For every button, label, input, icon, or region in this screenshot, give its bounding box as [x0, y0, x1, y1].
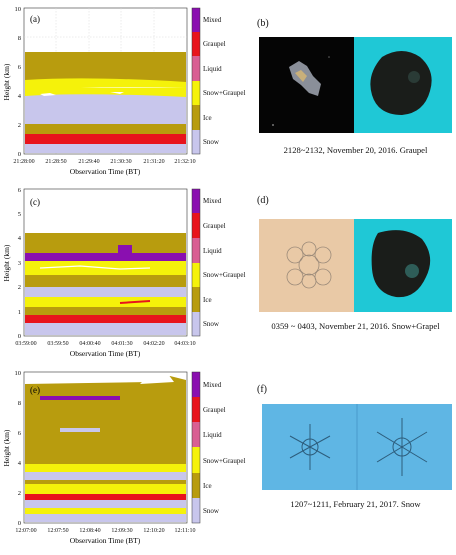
xtick: 03:59:50	[47, 341, 68, 347]
xtick: 21:30:30	[110, 159, 131, 165]
photo-caption: 2128~2132, November 20, 2016. Graupel	[283, 145, 428, 155]
y-axis-label: Height (km)	[2, 429, 11, 466]
legend-item: Mixed	[203, 16, 222, 24]
ytick: 6	[18, 430, 22, 437]
legend-item: Ice	[203, 296, 212, 304]
xtick: 12:10:20	[143, 528, 164, 534]
legend-item: Mixed	[203, 381, 222, 389]
ytick: 0	[18, 151, 21, 158]
xtick: 12:11:10	[174, 528, 195, 534]
legend-item: Mixed	[203, 197, 222, 205]
photo-caption: 0359 ~ 0403, November 21, 2016. Snow+Gra…	[271, 321, 440, 331]
photo-caption: 1207~1211, February 21, 2017. Snow	[290, 499, 421, 509]
ytick: 0	[18, 333, 21, 340]
legend-colorbar	[191, 7, 201, 155]
legend-item: Graupel	[203, 40, 226, 48]
ytick: 0	[18, 520, 21, 527]
plot-a-svg: 0 2 4 6 8 10 21:28:00 21:28:50 21:29:40 …	[2, 6, 245, 176]
microscope-photo-beige	[259, 219, 354, 312]
ytick: 4	[18, 235, 22, 242]
xtick: 12:07:00	[15, 528, 36, 534]
x-axis-label: Observation Time (BT)	[70, 167, 141, 176]
ytick: 8	[18, 400, 21, 407]
ytick: 5	[18, 211, 21, 218]
xtick: 03:59:00	[15, 341, 36, 347]
legend-item: Snow	[203, 138, 220, 146]
plot-e-svg: 0 2 4 6 8 10 12:07:00 12:07:50 12:08:40 …	[2, 370, 245, 545]
legend-item: Snow+Graupel	[203, 271, 245, 279]
legend-item: Graupel	[203, 406, 226, 414]
legend-item: Liquid	[203, 431, 222, 439]
ytick: 10	[15, 6, 22, 13]
ytick: 10	[15, 370, 22, 377]
panel-row-3: 0 2 4 6 8 10 12:07:00 12:07:50 12:08:40 …	[0, 366, 456, 550]
microscope-photo-blue	[262, 404, 452, 490]
legend-colorbar	[191, 188, 201, 337]
x-axis-label: Observation Time (BT)	[70, 536, 141, 545]
panel-label: (e)	[30, 385, 40, 395]
xtick: 04:03:10	[174, 341, 195, 347]
x-axis-label: Observation Time (BT)	[70, 349, 141, 358]
legend-item: Ice	[203, 114, 212, 122]
panel-label: (a)	[30, 14, 40, 24]
xtick: 21:29:40	[78, 159, 99, 165]
legend-item: Snow+Graupel	[203, 457, 245, 465]
ytick: 1	[18, 309, 21, 316]
panel-label: (b)	[257, 18, 269, 29]
ytick: 6	[18, 187, 22, 194]
legend-colorbar	[191, 371, 201, 524]
xtick: 12:07:50	[47, 528, 68, 534]
snow-crystals-image	[289, 404, 428, 490]
classification-plot-e: 0 2 4 6 8 10 12:07:00 12:07:50 12:08:40 …	[0, 366, 250, 555]
panel-label: (f)	[257, 384, 267, 395]
ytick: 4	[18, 460, 22, 467]
microscope-photo-dark	[259, 37, 354, 133]
microscope-photo-cyan	[354, 219, 452, 312]
panel-row-2: 0 1 2 3 4 5 6 03:59:00 03:59:50 04:00:40…	[0, 183, 456, 363]
y-axis-label: Height (km)	[2, 244, 11, 281]
legend-item: Snow	[203, 320, 220, 328]
legend-item: Liquid	[203, 65, 222, 73]
panel-label: (c)	[30, 197, 40, 207]
ytick: 8	[18, 35, 21, 42]
panel-label: (d)	[257, 195, 269, 206]
xtick: 04:00:40	[79, 341, 100, 347]
microscope-photo-cyan	[354, 37, 452, 133]
ytick: 2	[18, 284, 21, 291]
ytick: 3	[18, 260, 21, 267]
xtick: 04:02:20	[143, 341, 164, 347]
y-axis-label: Height (km)	[2, 63, 11, 100]
snow-crystal-image	[286, 241, 332, 289]
legend-item: Snow	[203, 507, 220, 515]
xtick: 21:28:50	[45, 159, 66, 165]
legend-item: Liquid	[203, 247, 222, 255]
ytick: 2	[18, 122, 21, 129]
xtick: 04:01:30	[111, 341, 132, 347]
plot-c-svg: 0 1 2 3 4 5 6 03:59:00 03:59:50 04:00:40…	[2, 187, 245, 358]
graupel-particle-image	[371, 230, 431, 298]
legend-item: Graupel	[203, 222, 226, 230]
ytick: 6	[18, 64, 22, 71]
legend-item: Snow+Graupel	[203, 89, 245, 97]
xtick: 12:08:40	[79, 528, 100, 534]
ytick: 4	[18, 93, 22, 100]
xtick: 21:32:10	[174, 159, 195, 165]
classification-plot-a: 0 2 4 6 8 10 21:28:00 21:28:50 21:29:40 …	[0, 0, 250, 185]
legend-item: Ice	[203, 482, 212, 490]
panel-row-1: 0 2 4 6 8 10 21:28:00 21:28:50 21:29:40 …	[0, 0, 456, 180]
classification-plot-c: 0 1 2 3 4 5 6 03:59:00 03:59:50 04:00:40…	[0, 183, 250, 368]
graupel-aggregate-image	[370, 51, 432, 115]
xtick: 12:09:30	[111, 528, 132, 534]
xtick: 21:31:20	[143, 159, 164, 165]
ytick: 2	[18, 490, 21, 497]
graupel-particle-image	[272, 56, 330, 126]
xtick: 21:28:00	[13, 159, 34, 165]
